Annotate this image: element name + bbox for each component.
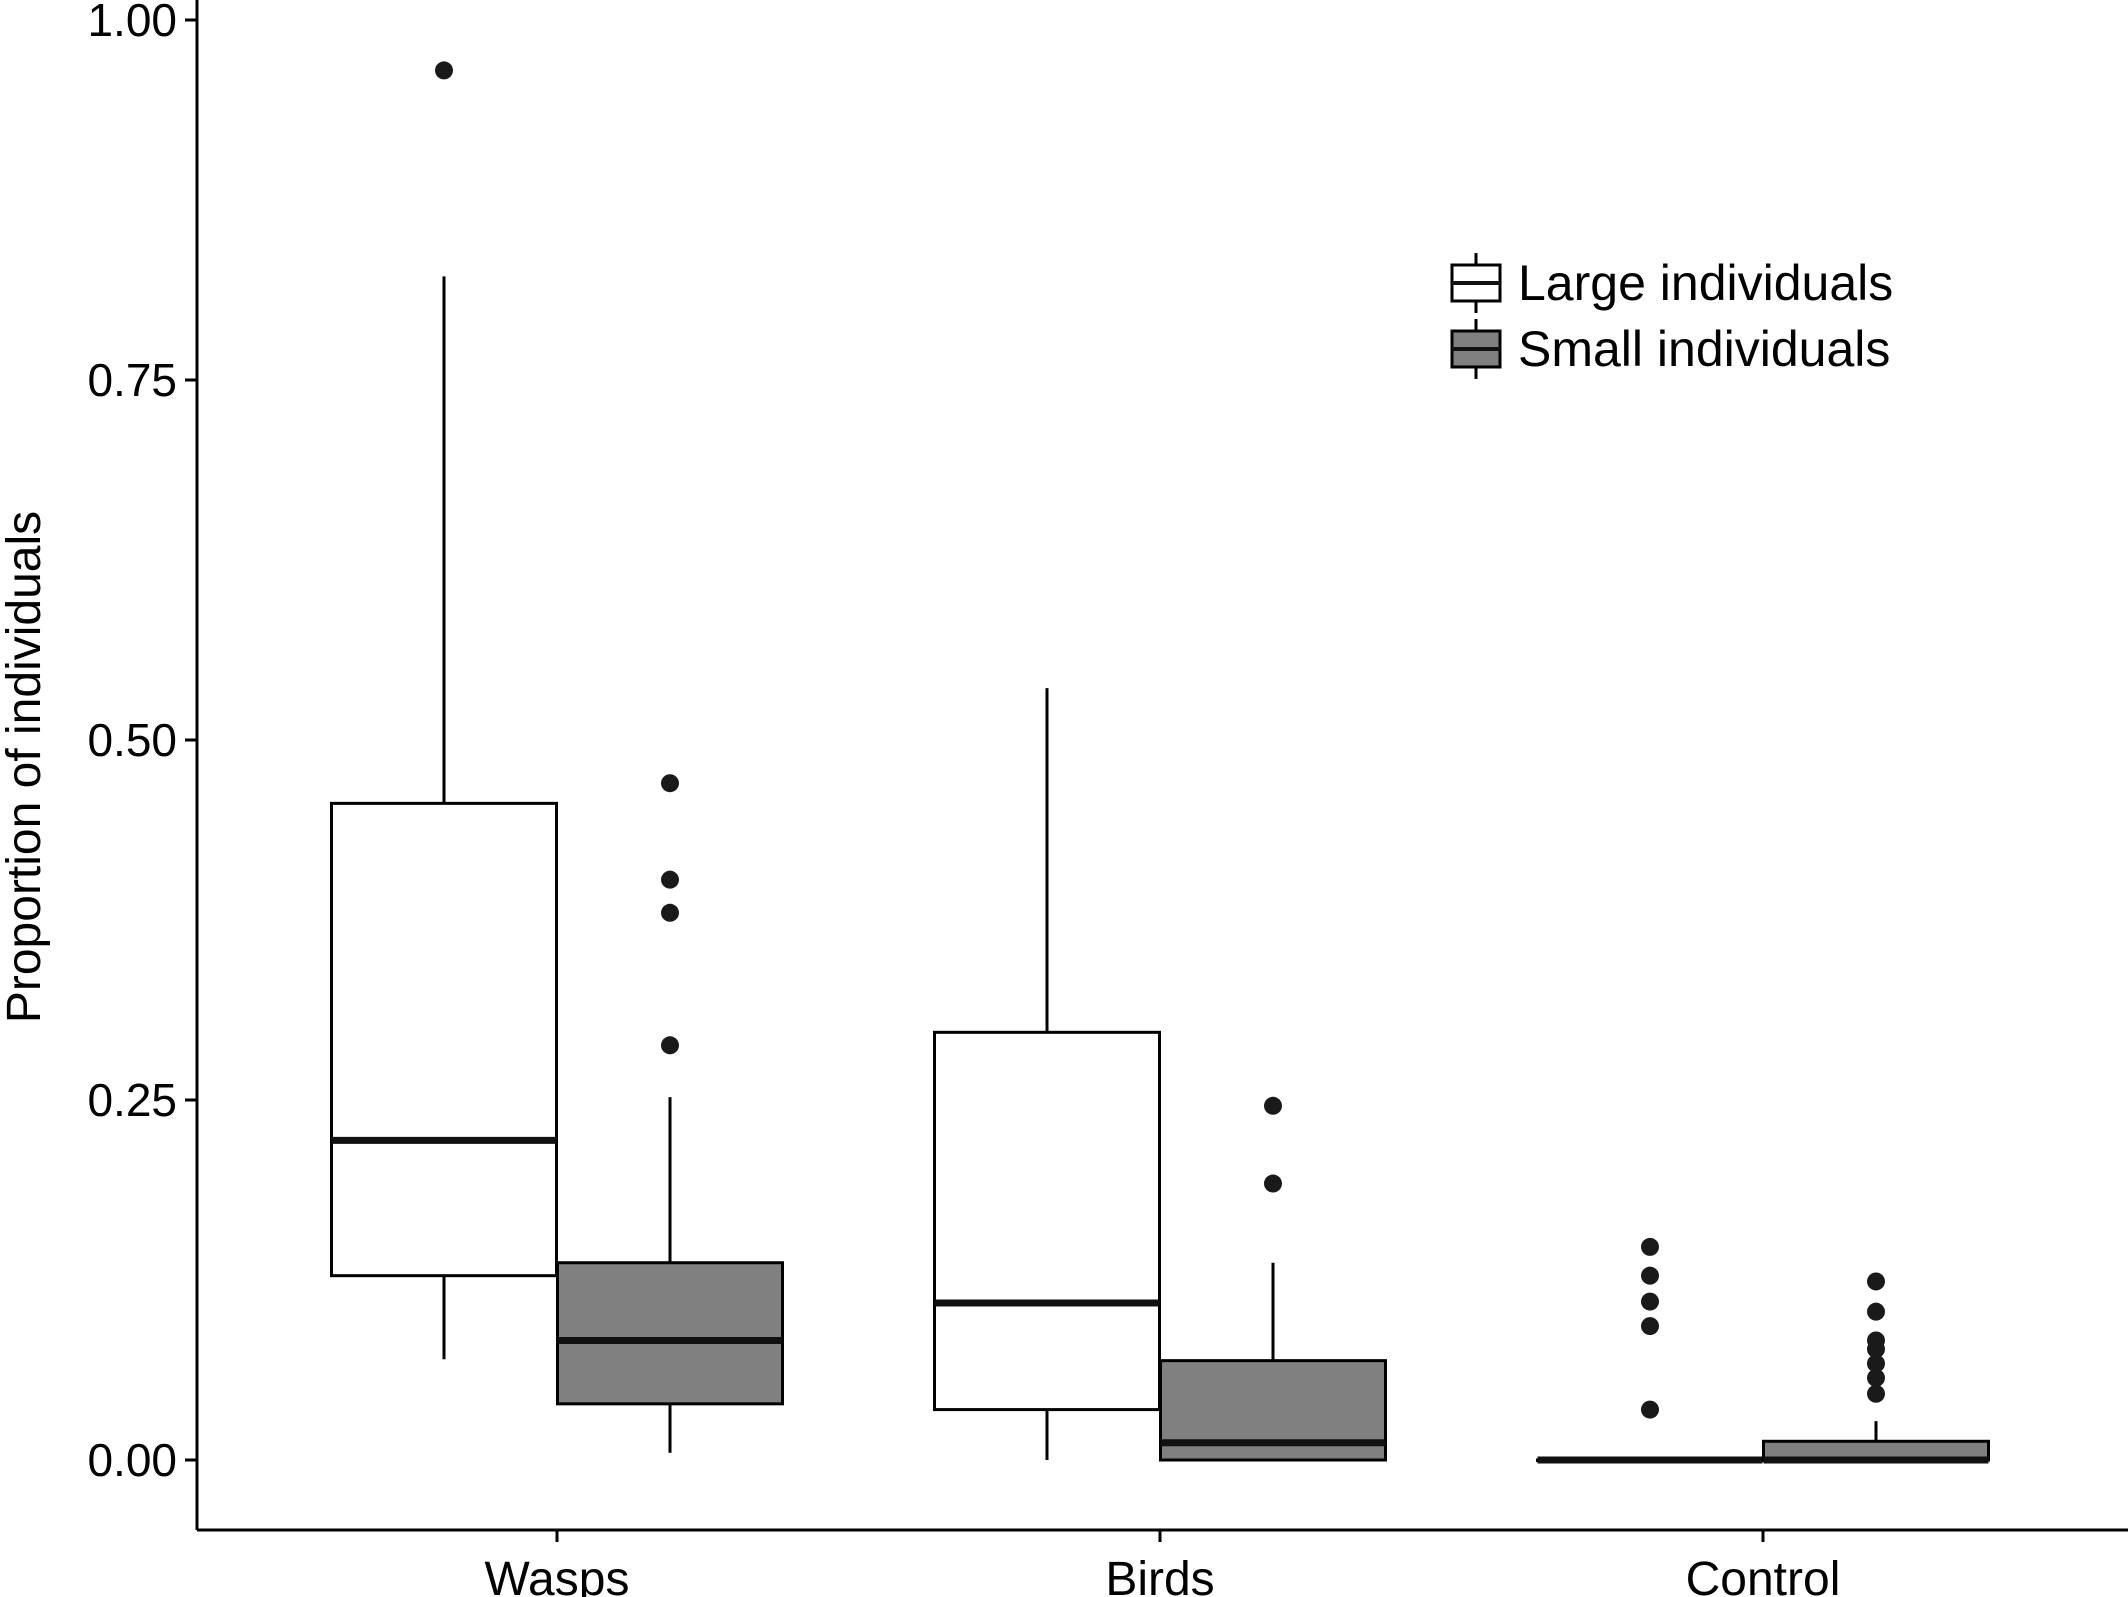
box-small-control bbox=[1762, 1272, 1990, 1464]
outlier-point bbox=[661, 870, 679, 889]
box-iqr bbox=[556, 1261, 784, 1406]
outlier-point bbox=[1867, 1272, 1885, 1291]
y-axis-label: Proportion of individuals bbox=[0, 511, 51, 1023]
outlier-point bbox=[1867, 1354, 1885, 1373]
boxes-layer bbox=[330, 61, 1990, 1464]
y-tick-label: 1.00 bbox=[87, 0, 177, 46]
box-small-birds bbox=[1159, 1096, 1387, 1462]
y-tick-label: 0.50 bbox=[87, 714, 177, 766]
outlier-point bbox=[661, 1036, 679, 1055]
legend-item-large: Large individuals bbox=[1450, 253, 1893, 313]
outlier-point bbox=[661, 903, 679, 922]
legend: Large individuals Small individuals bbox=[1450, 253, 1893, 379]
outlier-point bbox=[1641, 1292, 1659, 1311]
outlier-point bbox=[1264, 1096, 1282, 1115]
outlier-point bbox=[435, 61, 453, 80]
outlier-point bbox=[1867, 1302, 1885, 1321]
outlier-point bbox=[1641, 1317, 1659, 1336]
box-small-wasps bbox=[556, 774, 784, 1453]
y-tick-label: 0.75 bbox=[87, 354, 177, 406]
outlier-point bbox=[1264, 1174, 1282, 1193]
box-iqr bbox=[330, 801, 558, 1278]
legend-item-small: Small individuals bbox=[1450, 319, 1890, 379]
y-tick-label: 0.25 bbox=[87, 1074, 177, 1126]
outlier-point bbox=[1867, 1384, 1885, 1403]
outlier-point bbox=[1867, 1331, 1885, 1350]
axes-layer: 0.00 0.25 0.50 0.75 1.00 Wasps Birds Control bbox=[87, 0, 2128, 1597]
box-large-control bbox=[1536, 1237, 1764, 1464]
outlier-point bbox=[1641, 1400, 1659, 1419]
legend-label: Small individuals bbox=[1518, 321, 1890, 377]
outlier-point bbox=[1641, 1266, 1659, 1285]
x-tick-label: Wasps bbox=[485, 1553, 630, 1597]
x-tick-label: Birds bbox=[1105, 1553, 1214, 1597]
box-large-wasps bbox=[330, 61, 558, 1360]
y-tick-label: 0.00 bbox=[87, 1434, 177, 1486]
outlier-point bbox=[661, 774, 679, 793]
outlier-point bbox=[1641, 1237, 1659, 1256]
legend-label: Large individuals bbox=[1518, 255, 1893, 311]
outlier-point bbox=[1867, 1368, 1885, 1387]
x-tick-label: Control bbox=[1686, 1553, 1841, 1597]
box-large-birds bbox=[933, 688, 1161, 1460]
box-iqr bbox=[933, 1030, 1161, 1412]
